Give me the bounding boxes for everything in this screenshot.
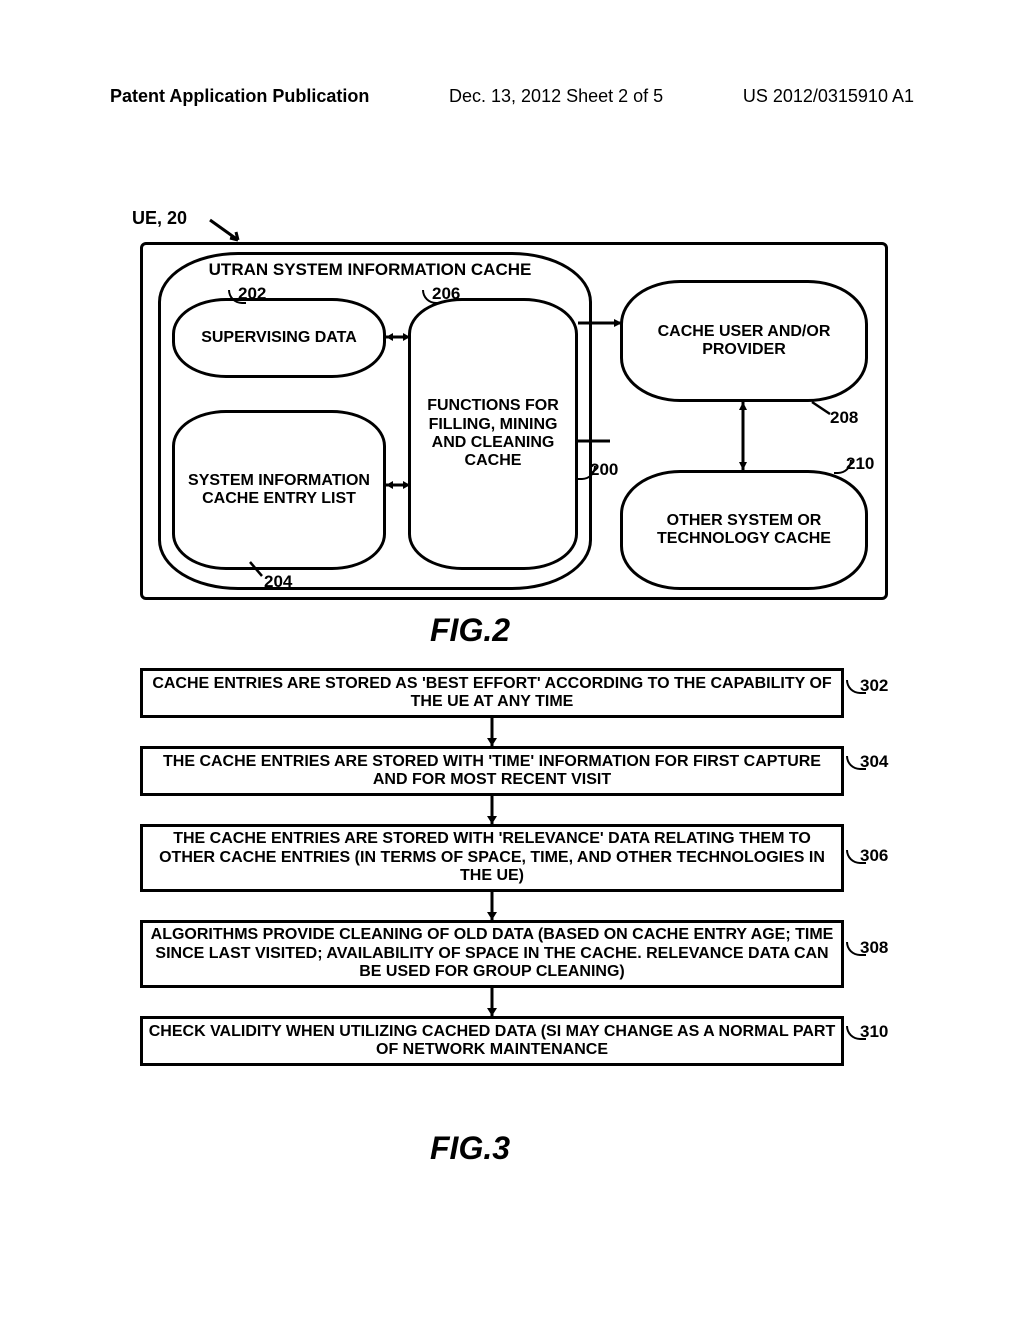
header-center: Dec. 13, 2012 Sheet 2 of 5 [449,86,663,107]
step-306: THE CACHE ENTRIES ARE STORED WITH 'RELEV… [140,824,844,892]
ue-label: UE, 20 [132,208,187,229]
leader-304 [846,756,866,770]
leader-310 [846,1026,866,1040]
arrow-s2-s3 [486,796,498,824]
utran-title: UTRAN SYSTEM INFORMATION CACHE [200,260,540,280]
block-supervising-data: SUPERVISING DATA [172,298,386,378]
arrow-cacheuser-to-othersys [738,402,748,470]
ue-pointer-arrow [208,218,242,244]
block-functions: FUNCTIONS FOR FILLING, MINING AND CLEANI… [408,298,578,570]
block-other-system: OTHER SYSTEM OR TECHNOLOGY CACHE [620,470,868,590]
block-cache-user: CACHE USER AND/OR PROVIDER [620,280,868,402]
block-functions-label: FUNCTIONS FOR FILLING, MINING AND CLEANI… [417,397,569,471]
leader-208 [810,398,834,418]
header-left: Patent Application Publication [110,86,369,107]
step-308: ALGORITHMS PROVIDE CLEANING OF OLD DATA … [140,920,844,988]
arrow-s4-s5 [486,988,498,1016]
fig2-title: FIG.2 [430,612,510,649]
ref-208: 208 [830,408,858,428]
arrow-supervising-to-functions [386,332,410,342]
step-308-text: ALGORITHMS PROVIDE CLEANING OF OLD DATA … [147,926,837,981]
step-306-text: THE CACHE ENTRIES ARE STORED WITH 'RELEV… [147,830,837,885]
page: Patent Application Publication Dec. 13, … [0,0,1024,1320]
step-302-text: CACHE ENTRIES ARE STORED AS 'BEST EFFORT… [147,675,837,712]
arrow-s1-s2 [486,718,498,746]
ref-204: 204 [264,572,292,592]
arrow-functions-to-cacheuser [578,318,622,328]
fig3-title: FIG.3 [430,1130,510,1167]
page-header: Patent Application Publication Dec. 13, … [110,86,914,107]
step-310: CHECK VALIDITY WHEN UTILIZING CACHED DAT… [140,1016,844,1066]
step-304-text: THE CACHE ENTRIES ARE STORED WITH 'TIME'… [147,753,837,790]
leader-306 [846,850,866,864]
block-entry-list: SYSTEM INFORMATION CACHE ENTRY LIST [172,410,386,570]
leader-302 [846,680,866,694]
step-304: THE CACHE ENTRIES ARE STORED WITH 'TIME'… [140,746,844,796]
block-other-system-label: OTHER SYSTEM OR TECHNOLOGY CACHE [629,512,859,549]
leader-308 [846,942,866,956]
step-302: CACHE ENTRIES ARE STORED AS 'BEST EFFORT… [140,668,844,718]
block-supervising-label: SUPERVISING DATA [201,329,357,347]
arrow-functions-to-200 [578,436,622,446]
step-310-text: CHECK VALIDITY WHEN UTILIZING CACHED DAT… [147,1023,837,1060]
arrow-entrylist-to-functions [386,480,410,490]
header-right: US 2012/0315910 A1 [743,86,914,107]
leader-204 [248,560,268,580]
arrow-s3-s4 [486,892,498,920]
block-entry-list-label: SYSTEM INFORMATION CACHE ENTRY LIST [181,472,377,509]
block-cache-user-label: CACHE USER AND/OR PROVIDER [629,323,859,360]
